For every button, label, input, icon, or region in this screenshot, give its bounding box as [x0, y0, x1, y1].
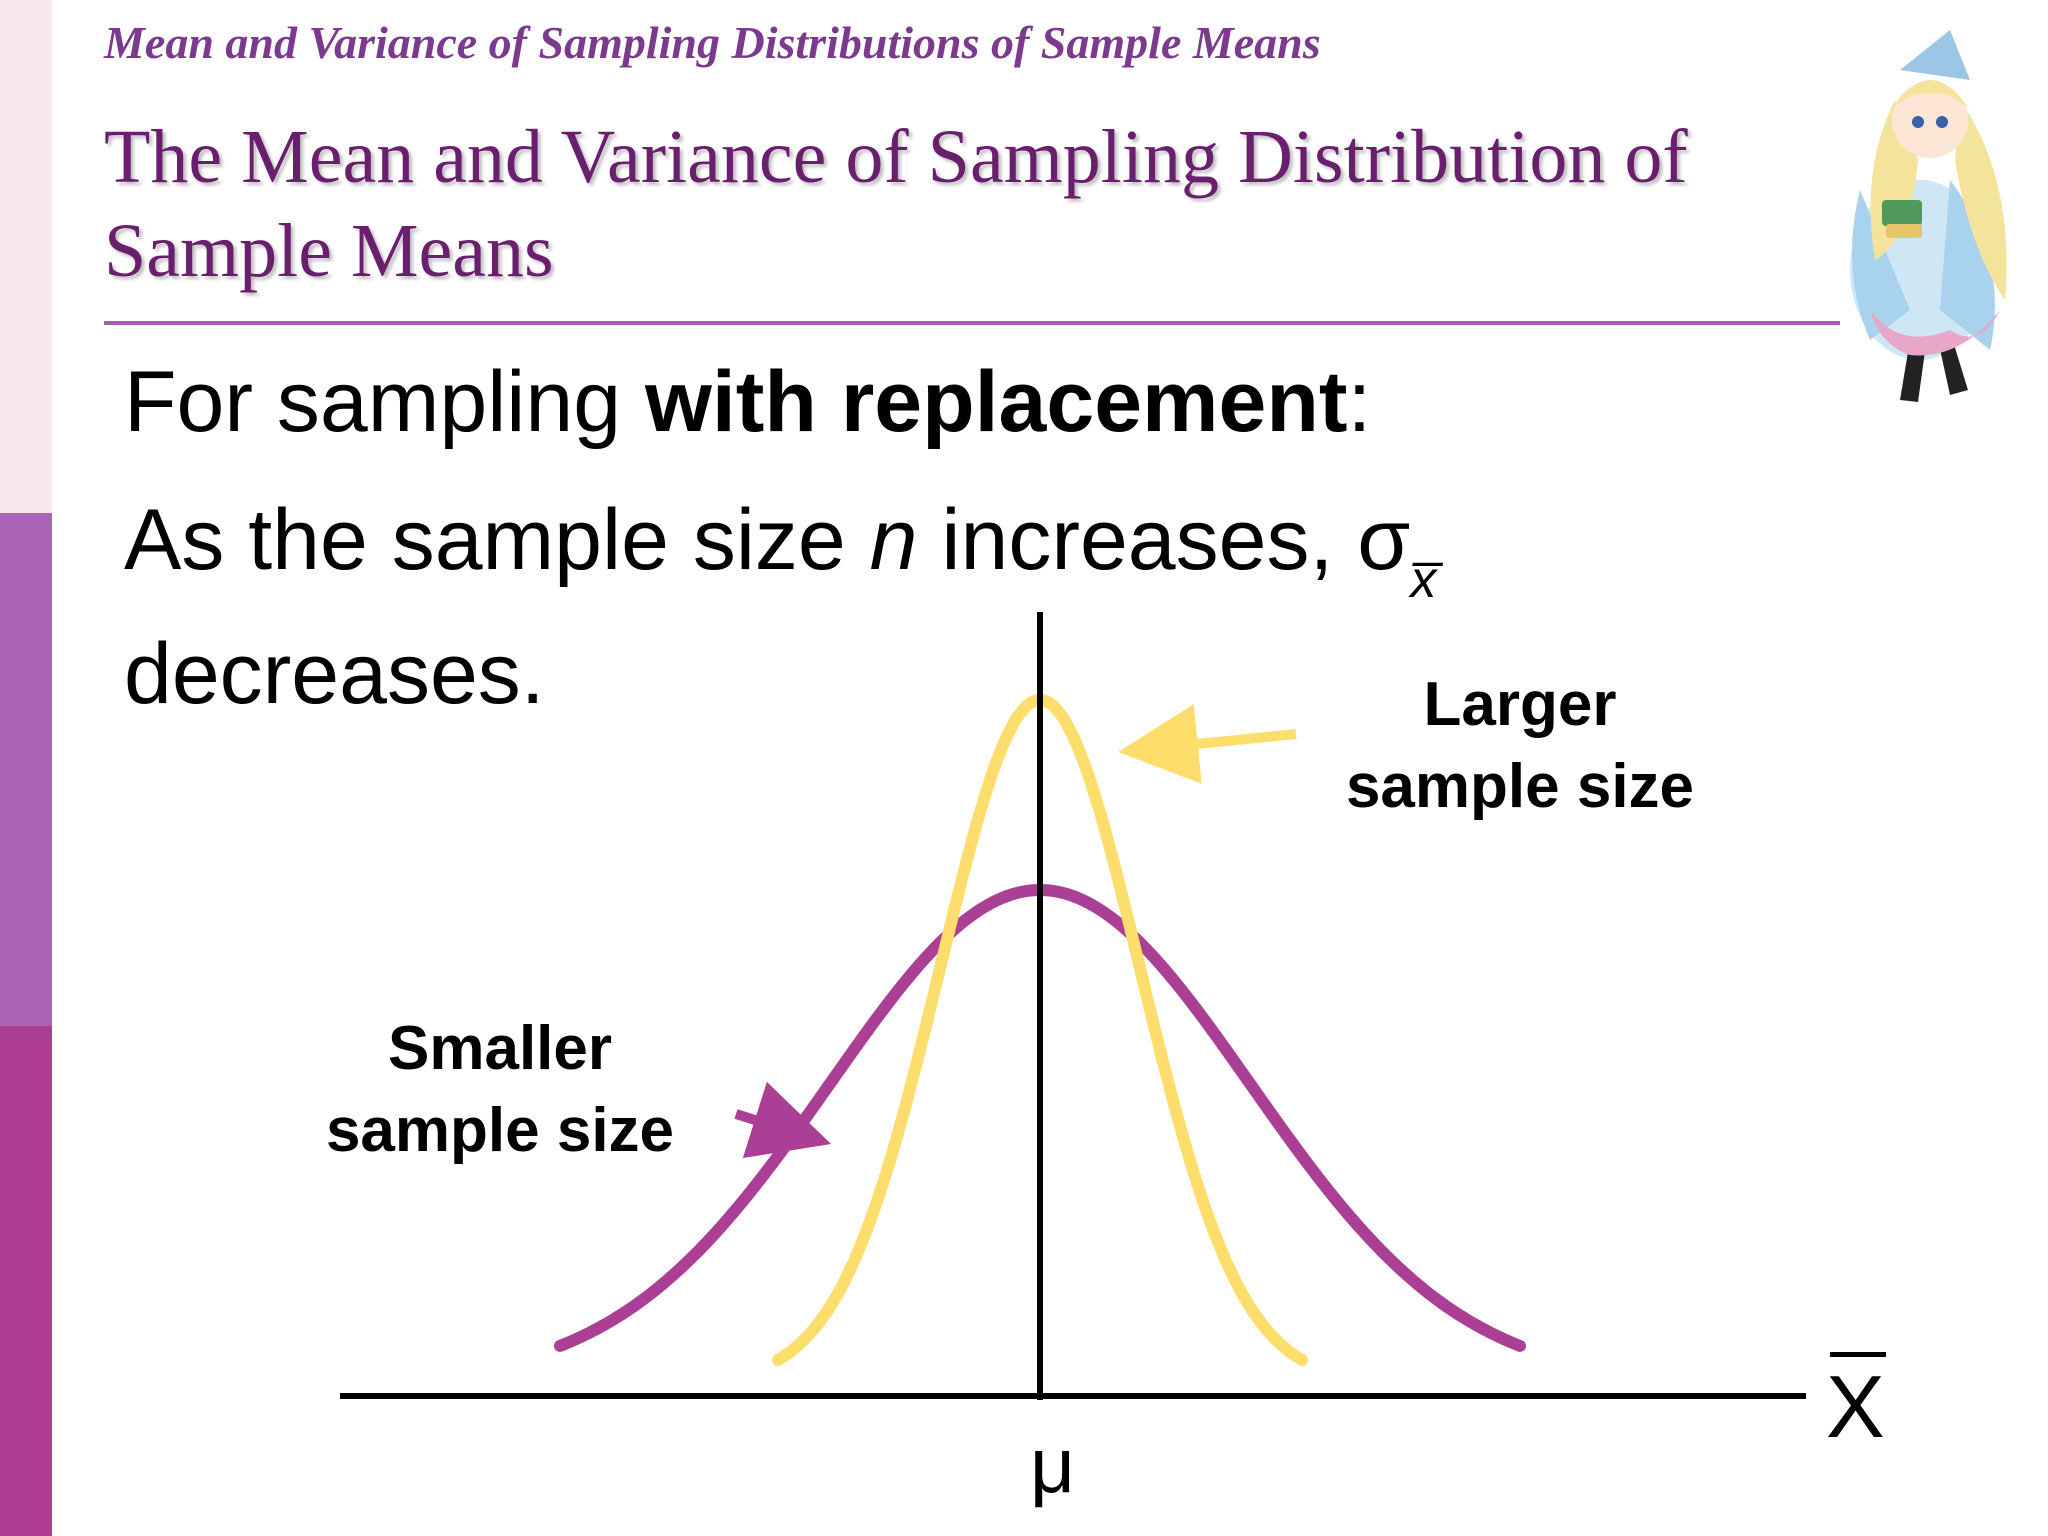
statement-text: For sampling [124, 354, 645, 450]
statement-line-3: decreases. [124, 626, 545, 722]
larger-label-arrow [1118, 704, 1297, 784]
smaller-label-arrow [734, 1081, 832, 1159]
anime-mascot-illustration [1850, 30, 2007, 402]
emphasis-with-replacement: with replacement [644, 354, 1348, 450]
page-title: The Mean and Variance of Sampling Distri… [104, 115, 1688, 293]
label-line: Smaller [387, 1014, 613, 1083]
sidebar-accent-middle [0, 513, 52, 1026]
sidebar-accent-bottom [0, 1026, 52, 1536]
larger-sample-size-label: Larger sample size [1300, 664, 1740, 828]
sidebar-accent-top [0, 0, 52, 513]
statement-line-1: For sampling with replacement: [124, 352, 1371, 452]
breadcrumb: Mean and Variance of Sampling Distributi… [104, 17, 1321, 68]
statement-text: increases, [917, 492, 1358, 588]
sigma-symbol: σ [1357, 492, 1411, 588]
sigma-xbar-symbol: σx̅ [1357, 492, 1436, 609]
statement-text: As the sample size [124, 492, 870, 588]
smaller-sample-size-label: Smaller sample size [280, 1008, 720, 1172]
mean-mu-label: μ [1030, 1421, 1075, 1509]
statement-colon: : [1347, 354, 1372, 450]
label-line: Larger [1423, 670, 1617, 739]
sigma-subscript: x̅ [1410, 551, 1437, 609]
title-divider [104, 321, 1840, 325]
label-line: sample size [325, 1096, 675, 1165]
statement-line-2: As the sample size n increases, σx̅ [124, 490, 1436, 609]
label-line: sample size [1345, 752, 1695, 821]
xbar-overline [1830, 1352, 1886, 1357]
variable-n: n [869, 492, 918, 588]
x-axis-label: X [1826, 1357, 1885, 1456]
